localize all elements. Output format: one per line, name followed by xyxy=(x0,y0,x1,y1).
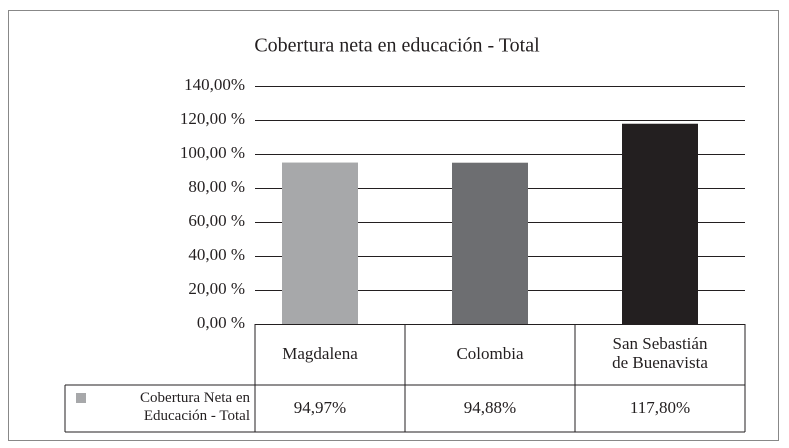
y-tick-label: 140,00% xyxy=(184,75,245,94)
bar xyxy=(282,162,358,324)
y-tick-label: 0,00 % xyxy=(197,313,245,332)
value-label: 94,88% xyxy=(464,398,516,417)
chart-title: Cobertura neta en educación - Total xyxy=(254,35,540,57)
text-line: San Sebastián xyxy=(613,334,708,353)
legend-label: Cobertura Neta en Educación - Total xyxy=(140,390,250,424)
y-tick-label: 60,00 % xyxy=(188,211,245,230)
y-tick-label: 40,00 % xyxy=(188,245,245,264)
value-label: 117,80% xyxy=(630,398,690,417)
y-tick-label: 120,00 % xyxy=(180,109,245,128)
frame xyxy=(8,10,779,441)
x-tick-label: Magdalena xyxy=(282,344,358,363)
legend-swatch xyxy=(76,393,86,403)
y-tick-label: 80,00 % xyxy=(188,177,245,196)
x-tick-label: San Sebastián de Buenavista xyxy=(612,334,708,372)
bar xyxy=(622,123,698,325)
x-tick-label: Colombia xyxy=(456,344,524,363)
bar xyxy=(452,162,528,324)
y-tick-label: 100,00 % xyxy=(180,143,245,162)
text-line: Educación - Total xyxy=(144,408,250,424)
y-tick-label: 20,00 % xyxy=(188,279,245,298)
text-line: de Buenavista xyxy=(612,353,708,372)
text-line: Cobertura Neta en xyxy=(140,390,250,406)
value-label: 94,97% xyxy=(294,398,346,417)
